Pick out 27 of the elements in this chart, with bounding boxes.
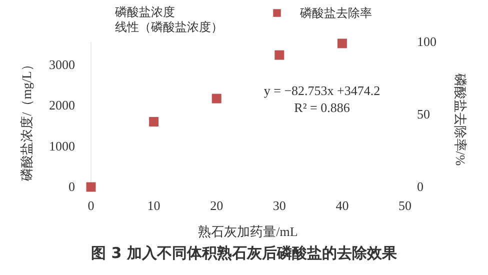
y-axis-title: 磷酸盐浓度/（mg/L） xyxy=(19,58,34,182)
x-tick-label: 20 xyxy=(210,198,224,214)
text: 图 3 加入不同体积熟石灰后磷酸盐的去除效果 xyxy=(91,244,398,262)
x-tick-label: 50 xyxy=(398,198,412,214)
annotation: R² = 0.886 xyxy=(294,100,350,115)
y-tick-label: 1000 xyxy=(49,138,75,154)
point xyxy=(149,117,159,126)
y-tick-label: 0 xyxy=(68,179,75,194)
point xyxy=(86,182,96,192)
text: 线性（磷酸盐浓度） xyxy=(115,20,223,34)
x-tick-label: 0 xyxy=(88,198,94,214)
point xyxy=(212,94,222,104)
text: 磷酸盐浓度 xyxy=(114,5,175,19)
y2-tick-label: 0 xyxy=(417,179,424,194)
x-axis-title: 熟石灰加药量/mL xyxy=(198,224,298,239)
y2-axis-title: 磷酸盐去除率/% xyxy=(453,72,468,166)
y-tick-label: 3000 xyxy=(49,56,75,72)
annotation: y = −82.753x +3474.2 xyxy=(264,83,380,98)
y2-tick-label: 100 xyxy=(417,34,436,50)
y-tick-label: 2000 xyxy=(49,98,75,113)
x-tick-label: 10 xyxy=(147,198,160,214)
x-tick-label: 40 xyxy=(336,198,349,214)
point xyxy=(274,50,284,60)
x-tick-label: 30 xyxy=(272,198,286,214)
point xyxy=(337,38,347,48)
legend-label: 磷酸盐去除率 xyxy=(299,6,372,20)
y2-tick-label: 50 xyxy=(417,106,430,122)
